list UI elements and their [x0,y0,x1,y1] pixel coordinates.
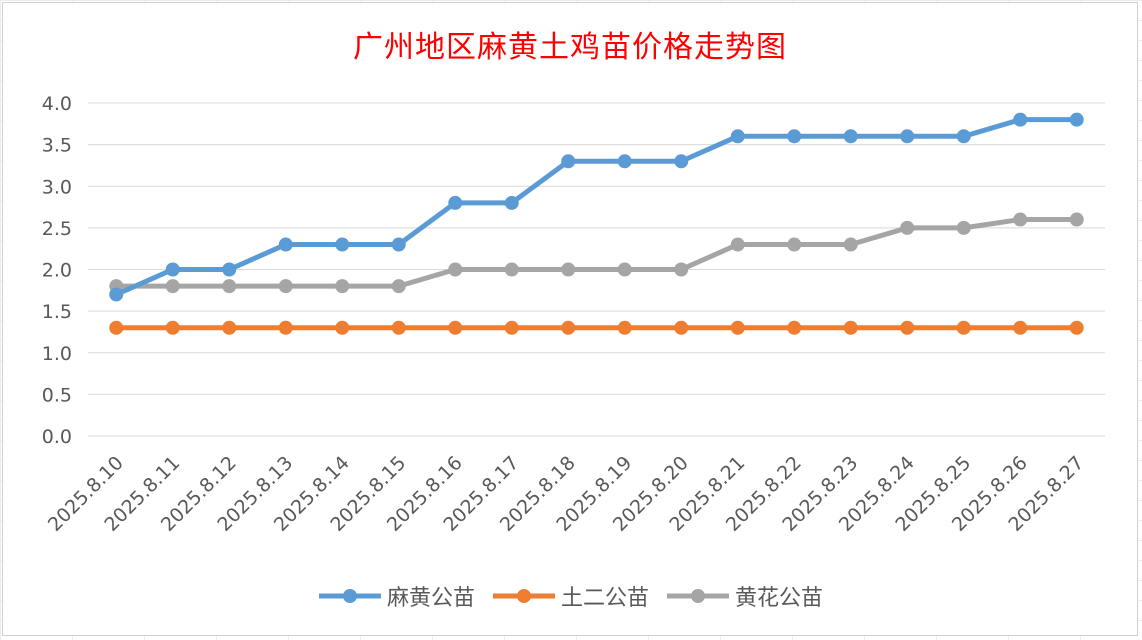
series-3-point-4 [335,279,350,294]
series-1-point-15 [956,129,971,144]
series-3-point-11 [730,237,745,252]
y-tick-label-3: 1.5 [42,301,72,323]
series-2-point-5 [391,320,406,335]
series-2-point-6 [448,320,463,335]
legend-label-series-3: 黄花公苗 [735,586,824,611]
legend-label-series-2: 土二公苗 [560,586,649,611]
series-3-point-12 [787,237,802,252]
series-1-point-6 [448,195,463,210]
series-3-point-8 [561,262,576,277]
series-2-point-15 [956,320,971,335]
series-1-point-17 [1069,112,1084,127]
chart-title: 广州地区麻黄土鸡苗价格走势图 [353,30,787,65]
series-3-point-1 [165,279,180,294]
legend-item-series-2: 土二公苗 [492,580,649,612]
y-tick-label-1: 0.5 [42,384,72,406]
series-1-point-2 [222,262,237,277]
series-2-point-17 [1069,320,1084,335]
y-tick-label-7: 3.5 [42,135,72,157]
series-1-point-16 [1013,112,1028,127]
series-1-point-4 [335,237,350,252]
legend-swatch-series-3 [667,589,729,603]
series-2-point-0 [109,320,124,335]
series-2-point-7 [504,320,519,335]
series-2-point-2 [222,320,237,335]
series-3-point-9 [617,262,632,277]
y-tick-label-2: 1.0 [42,343,72,365]
series-2-point-10 [674,320,689,335]
series-1-point-12 [787,129,802,144]
series-3-point-13 [843,237,858,252]
series-3-point-14 [900,220,915,235]
series-1-point-1 [165,262,180,277]
series-2-point-4 [335,320,350,335]
legend-item-series-1: 麻黄公苗 [318,580,475,612]
series-1-point-9 [617,154,632,169]
legend-swatch-series-2 [492,589,555,603]
series-3-point-10 [674,262,689,277]
series-2-point-1 [165,320,180,335]
series-2-point-14 [900,320,915,335]
legend-swatch-series-1 [318,589,381,603]
series-3-point-16 [1013,212,1028,227]
series-3-point-5 [391,279,406,294]
series-3-point-3 [278,279,293,294]
series-2-point-12 [787,320,802,335]
legend-item-series-3: 黄花公苗 [667,580,823,612]
series-3-point-6 [448,262,463,277]
series-1-point-11 [730,129,745,144]
series-1-point-10 [674,154,689,169]
y-tick-label-6: 3.0 [42,176,72,198]
series-3-point-2 [222,279,237,294]
series-1-point-5 [391,237,406,252]
y-tick-label-5: 2.5 [42,218,72,240]
series-2-point-9 [617,320,632,335]
series-3-point-7 [504,262,519,277]
series-2-point-3 [278,320,293,335]
series-1-point-8 [561,154,576,169]
series-3-point-15 [956,220,971,235]
series-1-point-13 [843,129,858,144]
series-2-point-11 [730,320,745,335]
y-tick-label-0: 0.0 [42,426,72,448]
y-tick-label-8: 4.0 [42,93,72,115]
series-line-1 [113,117,1080,297]
y-tick-label-4: 2.0 [42,260,72,282]
series-line-3 [113,217,1080,289]
series-1-point-14 [900,129,915,144]
series-1-point-3 [278,237,293,252]
series-2-point-16 [1013,320,1028,335]
series-2-point-8 [561,320,576,335]
series-2-point-13 [843,320,858,335]
legend: 麻黄公苗 土二公苗 黄花公苗 [0,580,1142,612]
legend-label-series-1: 麻黄公苗 [386,586,475,611]
series-3-point-17 [1069,212,1084,227]
series-1-point-7 [504,195,519,210]
series-1-point-0 [109,287,124,302]
